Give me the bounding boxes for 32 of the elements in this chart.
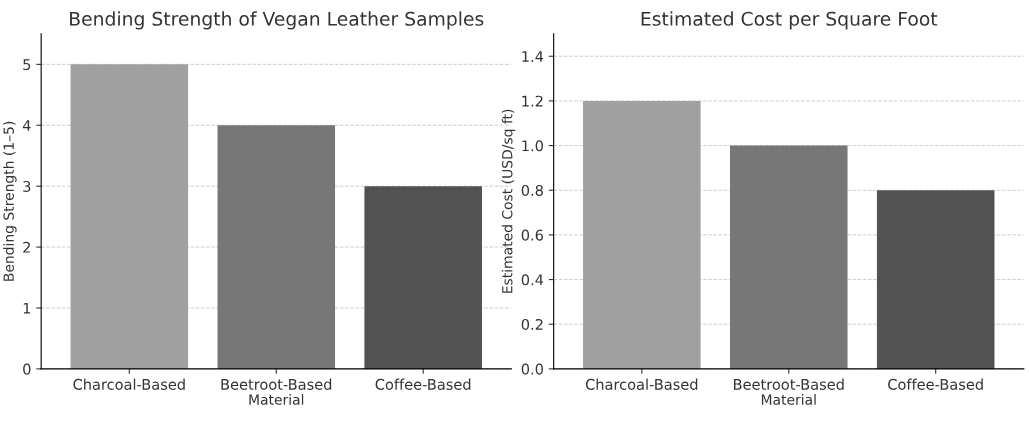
y-axis-title: Estimated Cost (USD/sq ft) (501, 109, 516, 293)
y-tick-label: 3 (23, 180, 31, 192)
y-tick-label: 4 (22, 120, 31, 131)
y-tick-label: 0.6 (521, 229, 544, 241)
x-axis-title: Material (761, 394, 816, 405)
y-tick-label: 0.0 (521, 363, 543, 375)
y-tick-label: 1.4 (522, 51, 544, 62)
y-tick-label: 2 (23, 241, 30, 253)
y-tick-label: 5 (23, 59, 31, 71)
y-tick-label: 1.2 (522, 95, 543, 107)
y-tick-label: 1 (23, 302, 31, 314)
y-axis-title: Bending Strength (1–5) (3, 121, 17, 281)
x-tick-label: Coffee-Based (375, 378, 471, 390)
x-tick-label: Charcoal-Based (585, 378, 698, 390)
bar (217, 125, 336, 369)
x-axis-title: Material (249, 394, 304, 405)
bar (70, 64, 189, 369)
chart-title: Bending Strength of Vegan Leather Samples (70, 11, 484, 30)
x-tick-label: Beetroot-Based (733, 378, 844, 390)
bar (729, 145, 848, 369)
x-tick-label: Charcoal-Based (73, 378, 185, 390)
y-tick-label: 0 (23, 363, 31, 375)
y-tick-label: 0.2 (521, 318, 543, 330)
bar (364, 186, 482, 369)
x-tick-label: Beetroot-Based (221, 378, 332, 390)
y-tick-label: 0.4 (521, 274, 544, 286)
y-tick-label: 0.8 (521, 184, 543, 196)
bar (876, 190, 995, 369)
bar (583, 100, 701, 369)
y-tick-label: 1.0 (522, 140, 543, 152)
x-tick-label: Coffee-Based (888, 378, 983, 390)
chart-title: Estimated Cost per Square Foot (641, 11, 938, 30)
